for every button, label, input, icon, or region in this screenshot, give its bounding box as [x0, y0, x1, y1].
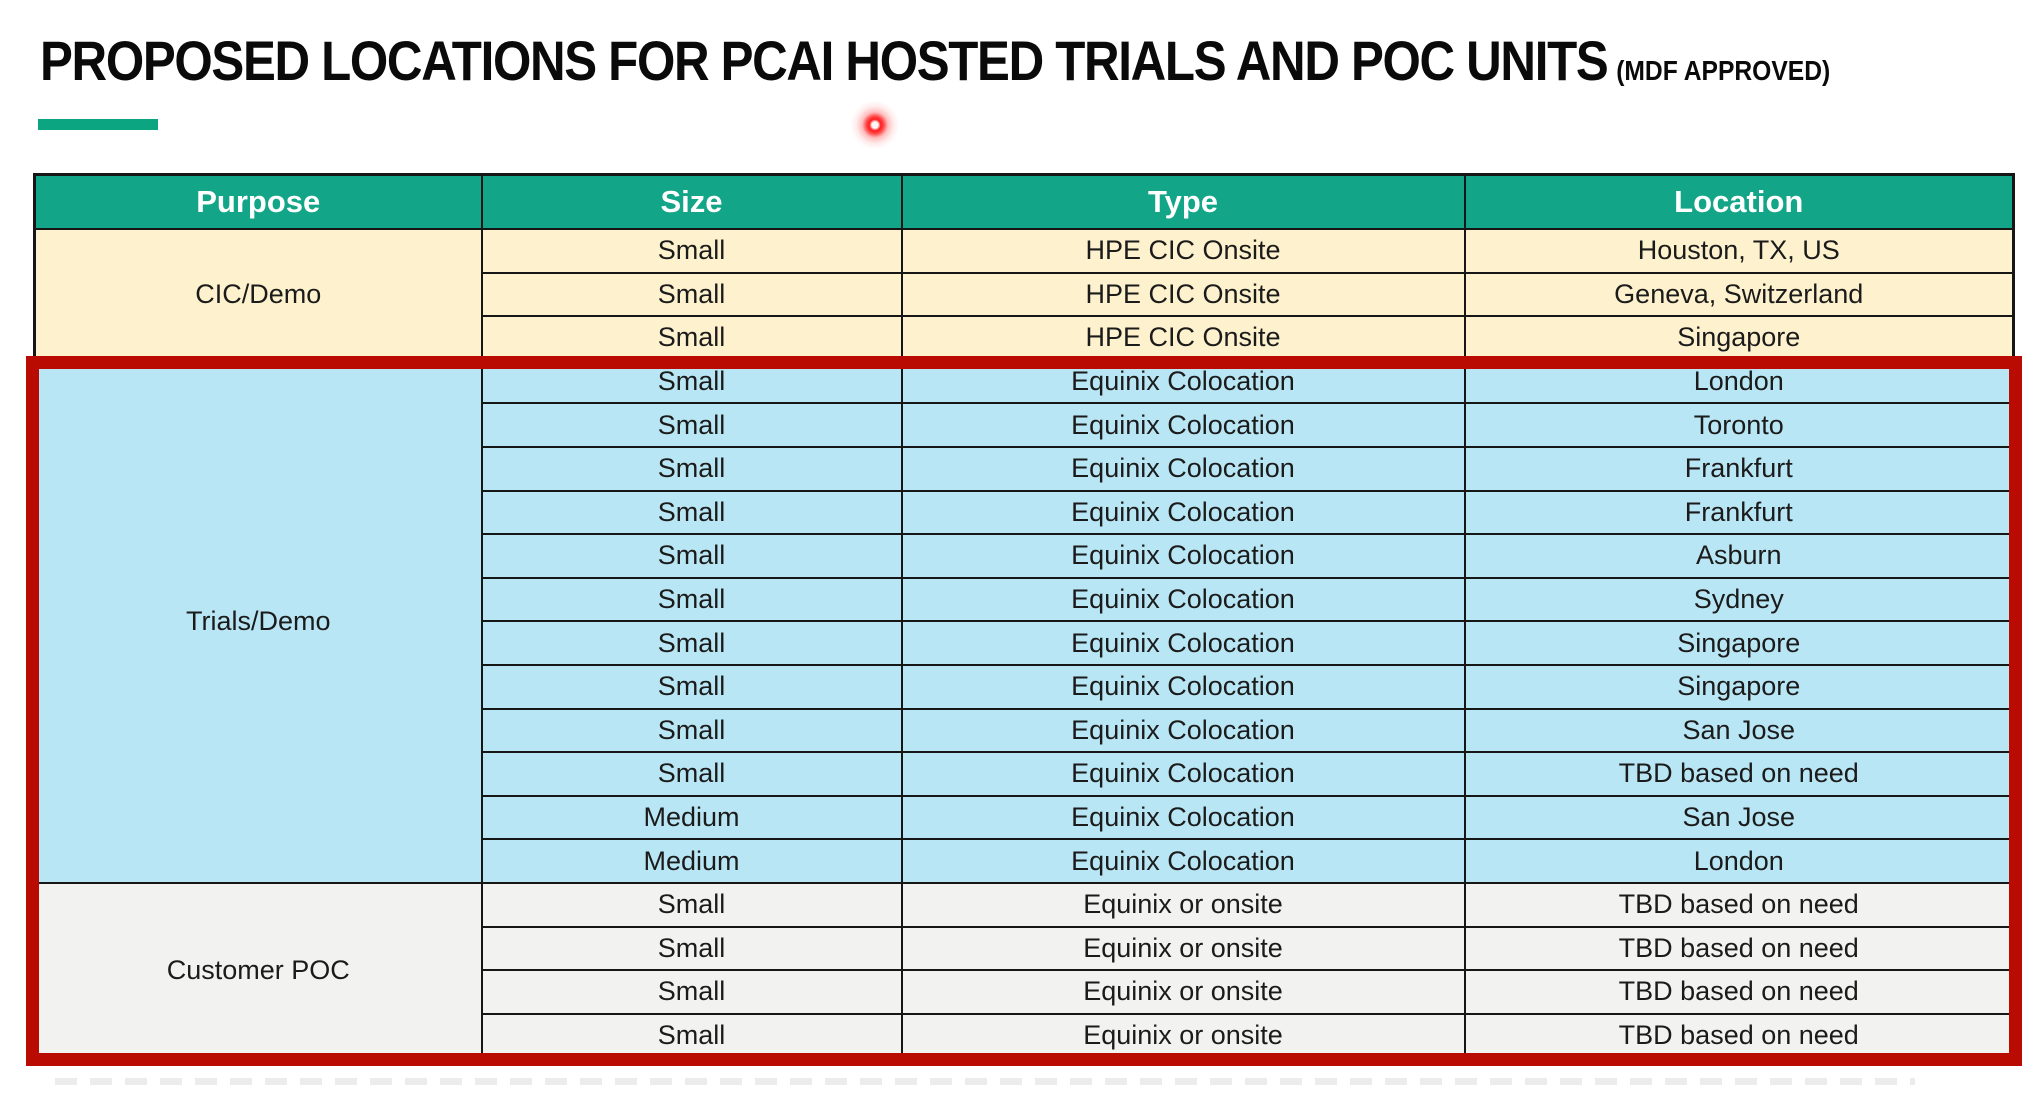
table-row: Small HPE CIC Onsite Singapore [35, 315, 2015, 361]
title-accent-bar [38, 119, 158, 130]
table-row: CIC/Demo Small HPE CIC Onsite Houston, TX, … [33, 228, 2015, 361]
location-cell: London [1463, 358, 2015, 405]
table-row: Small Equinix Colocation Asburn [35, 533, 2015, 579]
type-cell: Equinix or onsite [900, 1012, 1466, 1059]
table-row: Small Equinix Colocation TBD based on need [35, 751, 2015, 797]
size-cell: Small [480, 751, 903, 797]
size-cell: Small [480, 707, 903, 754]
location-cell: TBD based on need [1463, 881, 2015, 928]
column-header-purpose: Purpose [33, 173, 483, 230]
location-cell: Geneva, Switzerland [1463, 271, 2015, 318]
type-cell: Equinix Colocation [900, 838, 1466, 884]
type-cell: Equinix Colocation [900, 489, 1466, 536]
size-cell: Small [480, 489, 903, 536]
type-cell: Equinix or onsite [900, 925, 1466, 972]
size-cell: Small [480, 969, 903, 1015]
type-cell: HPE CIC Onsite [900, 271, 1466, 318]
type-cell: Equinix Colocation [900, 445, 1466, 492]
location-cell: Houston, TX, US [1463, 228, 2015, 274]
location-cell: Frankfurt [1463, 489, 2015, 536]
size-cell: Small [480, 925, 903, 972]
location-cell: Asburn [1463, 533, 2015, 579]
column-header-location: Location [1463, 173, 2015, 230]
table-header-row: Purpose Size Type Location [33, 173, 2015, 230]
size-cell: Small [480, 358, 903, 405]
table-row: Small Equinix Colocation Frankfurt [35, 445, 2015, 492]
table-header: Purpose Size Type Location [33, 173, 2015, 230]
size-cell: Small [480, 445, 903, 492]
column-header-type: Type [900, 173, 1466, 230]
table-body: CIC/Demo Small HPE CIC Onsite Houston, TX, … [33, 228, 2015, 1059]
table-row: Small Equinix Colocation Toronto [35, 402, 2015, 448]
table-row: Small Equinix Colocation Frankfurt [35, 489, 2015, 536]
purpose-cell: Trials/Demo [33, 358, 483, 884]
type-cell: Equinix Colocation [900, 402, 1466, 448]
table-row: Medium Equinix Colocation London [35, 838, 2015, 884]
table-row: Small Equinix or onsite TBD based on need [35, 925, 2015, 972]
type-cell: Equinix Colocation [900, 663, 1466, 710]
table-row: Small Equinix Colocation San Jose [35, 707, 2015, 754]
type-cell: Equinix Colocation [900, 533, 1466, 579]
size-cell: Small [480, 271, 903, 318]
location-cell: London [1463, 838, 2015, 884]
purpose-cell: Customer POC [33, 881, 483, 1059]
size-cell: Small [480, 315, 903, 361]
size-cell: Medium [480, 838, 903, 884]
size-cell: Medium [480, 794, 903, 841]
location-cell: Singapore [1463, 663, 2015, 710]
type-cell: Equinix Colocation [900, 358, 1466, 405]
location-cell: Sydney [1463, 576, 2015, 623]
type-cell: Equinix Colocation [900, 576, 1466, 623]
location-cell: TBD based on need [1463, 969, 2015, 1015]
type-cell: Equinix Colocation [900, 751, 1466, 797]
table-row: Small Equinix Colocation Singapore [35, 663, 2015, 710]
table-row: Small Equinix or onsite TBD based on need [35, 969, 2015, 1015]
column-header-size: Size [480, 173, 903, 230]
table-row: Trials/Demo Small Equinix Colocation London [33, 358, 2015, 884]
size-cell: Small [480, 620, 903, 666]
location-cell: Singapore [1463, 620, 2015, 666]
location-cell: TBD based on need [1463, 1012, 2015, 1059]
type-cell: Equinix Colocation [900, 707, 1466, 754]
type-cell: Equinix Colocation [900, 794, 1466, 841]
laser-pointer-dot [851, 101, 899, 149]
size-cell: Small [480, 663, 903, 710]
type-cell: HPE CIC Onsite [900, 315, 1466, 361]
page-title: PROPOSED LOCATIONS FOR PCAI HOSTED TRIAL… [40, 28, 1830, 93]
size-cell: Small [480, 228, 903, 274]
faint-artifact-line [55, 1078, 1915, 1085]
location-cell: TBD based on need [1463, 751, 2015, 797]
type-cell: HPE CIC Onsite [900, 228, 1466, 274]
type-cell: Equinix or onsite [900, 969, 1466, 1015]
type-cell: Equinix or onsite [900, 881, 1466, 928]
purpose-cell: CIC/Demo [33, 228, 483, 361]
location-cell: San Jose [1463, 707, 2015, 754]
table-row: Medium Equinix Colocation San Jose [35, 794, 2015, 841]
locations-table: Purpose Size Type Location CIC/Demo Small… [33, 173, 2015, 1060]
size-cell: Small [480, 576, 903, 623]
size-cell: Small [480, 402, 903, 448]
table-row: Small HPE CIC Onsite Geneva, Switzerland [35, 271, 2015, 318]
table-row: Small Equinix Colocation Singapore [35, 620, 2015, 666]
location-cell: San Jose [1463, 794, 2015, 841]
page-title-suffix: (MDF APPROVED) [1616, 55, 1831, 86]
table-row: Customer POC Small Equinix or onsite TBD ba… [33, 881, 2015, 1059]
table-row: Small Equinix Colocation Sydney [35, 576, 2015, 623]
type-cell: Equinix Colocation [900, 620, 1466, 666]
size-cell: Small [480, 881, 903, 928]
size-cell: Small [480, 533, 903, 579]
location-cell: TBD based on need [1463, 925, 2015, 972]
location-cell: Singapore [1463, 315, 2015, 361]
location-cell: Toronto [1463, 402, 2015, 448]
size-cell: Small [480, 1012, 903, 1059]
location-cell: Frankfurt [1463, 445, 2015, 492]
page-title-main: PROPOSED LOCATIONS FOR PCAI HOSTED TRIAL… [40, 29, 1609, 92]
